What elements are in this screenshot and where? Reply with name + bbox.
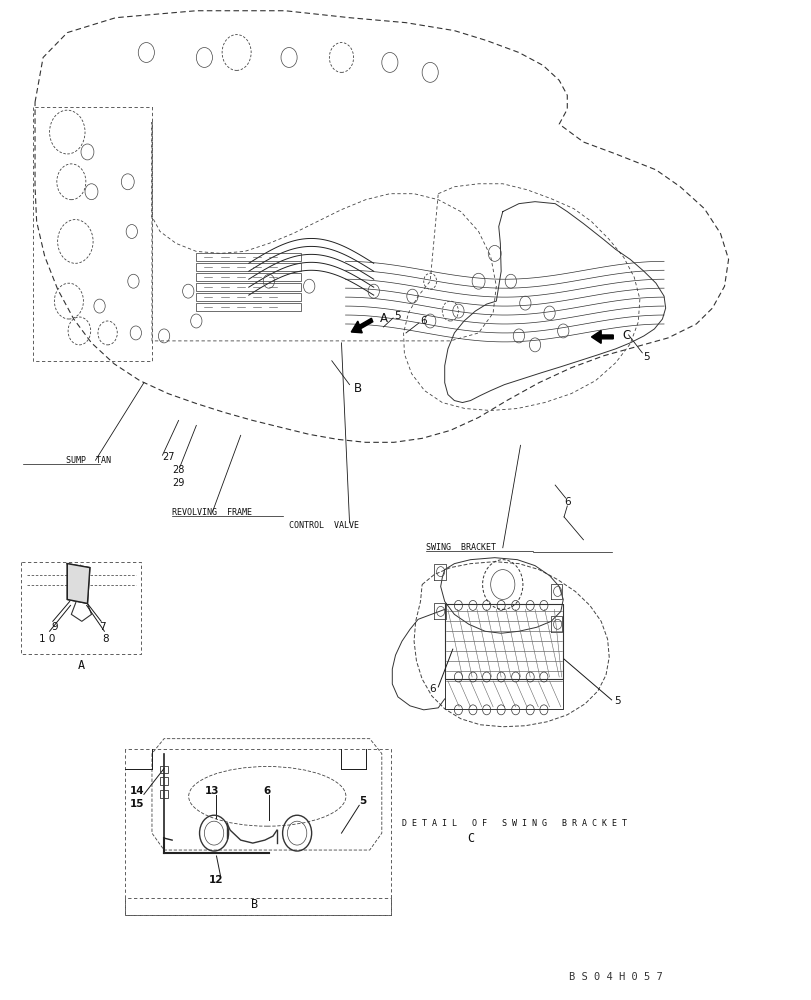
Text: 27: 27 — [161, 452, 174, 462]
Bar — [160, 790, 168, 798]
Text: C: C — [466, 832, 474, 845]
FancyArrow shape — [351, 318, 372, 333]
Text: 6: 6 — [264, 786, 271, 796]
Text: 5: 5 — [642, 352, 649, 362]
Text: D E T A I L   O F   S W I N G   B R A C K E T: D E T A I L O F S W I N G B R A C K E T — [402, 819, 627, 828]
Text: B S 0 4 H 0 5 7: B S 0 4 H 0 5 7 — [568, 972, 662, 982]
Bar — [196, 263, 301, 271]
Bar — [196, 303, 301, 311]
Text: SWING  BRACKET: SWING BRACKET — [426, 543, 496, 552]
Polygon shape — [67, 564, 90, 603]
Bar — [196, 253, 301, 261]
Text: 5: 5 — [613, 696, 620, 706]
Text: 28: 28 — [172, 465, 185, 475]
Text: 15: 15 — [130, 799, 144, 809]
Text: A: A — [379, 312, 387, 325]
Text: 5: 5 — [394, 311, 401, 321]
Bar — [196, 283, 301, 291]
Text: REVOLVING  FRAME: REVOLVING FRAME — [172, 508, 252, 517]
Bar — [160, 777, 168, 785]
Text: B: B — [353, 382, 361, 395]
Text: 5: 5 — [359, 796, 367, 806]
Text: 6: 6 — [429, 684, 436, 694]
FancyArrow shape — [590, 330, 612, 343]
Text: 12: 12 — [209, 875, 224, 885]
Bar — [196, 293, 301, 301]
Text: SUMP  TAN: SUMP TAN — [66, 456, 110, 465]
Text: C: C — [622, 329, 630, 342]
Text: 14: 14 — [130, 786, 144, 796]
Bar — [160, 766, 168, 773]
Text: 13: 13 — [205, 786, 220, 796]
Text: 8: 8 — [102, 634, 109, 644]
Text: 29: 29 — [172, 478, 185, 488]
Text: B: B — [251, 898, 258, 911]
Text: CONTROL  VALVE: CONTROL VALVE — [289, 521, 358, 530]
Text: 6: 6 — [420, 316, 427, 326]
Text: 1 0: 1 0 — [39, 634, 55, 644]
Text: A: A — [77, 659, 84, 672]
Text: 9: 9 — [51, 622, 58, 632]
Text: 6: 6 — [564, 497, 570, 507]
Text: 7: 7 — [99, 622, 106, 632]
Bar — [196, 273, 301, 281]
